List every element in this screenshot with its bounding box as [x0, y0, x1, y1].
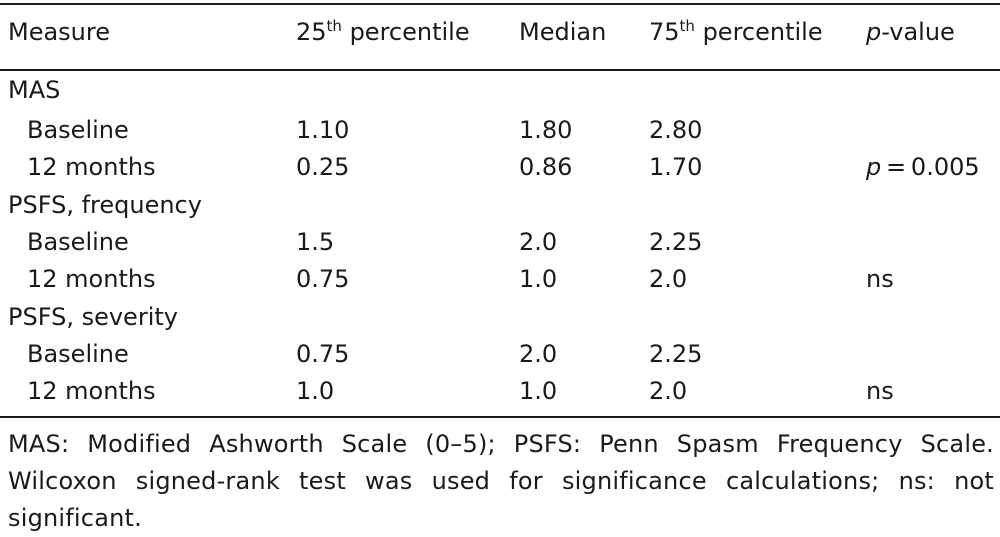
cell-p25: 1.0	[296, 377, 335, 405]
cell-p-rest: ns	[866, 377, 894, 405]
group-row-psfs-frequency: PSFS, frequency	[0, 187, 1000, 224]
header-75th-percentile: 75th percentile	[649, 14, 823, 51]
cell-p75: 2.25	[649, 228, 703, 256]
cell-p-value: p = 0.005	[866, 149, 980, 186]
cell-p-value: ns	[866, 261, 894, 298]
cell-median: 1.0	[519, 377, 558, 405]
cell-p75: 2.0	[649, 265, 688, 293]
header-p-value: p-value	[866, 14, 955, 51]
table-row: 12 months 0.75 1.0 2.0 ns	[0, 261, 1000, 298]
cell-p25: 0.75	[296, 340, 350, 368]
cell-p25: 0.25	[296, 153, 350, 181]
group-row-psfs-severity: PSFS, severity	[0, 299, 1000, 336]
table-row: Baseline 1.5 2.0 2.25	[0, 224, 1000, 261]
table-header-row: Measure 25th percentile Median 75th perc…	[0, 14, 1000, 51]
table-row: 12 months 0.25 0.86 1.70 p = 0.005	[0, 149, 1000, 186]
cell-p-rest: ns	[866, 265, 894, 293]
cell-p75: 2.0	[649, 377, 688, 405]
cell-median: 1.80	[519, 116, 573, 144]
cell-p-value: ns	[866, 373, 894, 410]
table-row: Baseline 1.10 1.80 2.80	[0, 112, 1000, 149]
header-median: Median	[519, 18, 607, 46]
header-25th-suffix: th	[326, 17, 342, 35]
header-measure: Measure	[8, 18, 110, 46]
cell-p25: 1.5	[296, 228, 335, 256]
group-row-mas: MAS	[0, 72, 1000, 109]
row-label: Baseline	[27, 228, 129, 256]
table-bottom-rule	[0, 416, 1000, 418]
row-label: Baseline	[27, 116, 129, 144]
cell-p-italic: p	[866, 153, 882, 181]
header-25th-number: 25	[296, 18, 327, 46]
table-top-rule	[0, 3, 1000, 5]
group-label: PSFS, severity	[8, 303, 178, 331]
cell-p75: 2.80	[649, 116, 703, 144]
cell-median: 0.86	[519, 153, 573, 181]
header-25th-word: percentile	[341, 18, 470, 46]
row-label: Baseline	[27, 340, 129, 368]
header-25th-percentile: 25th percentile	[296, 14, 470, 51]
header-75th-word: percentile	[694, 18, 823, 46]
cell-p-rest: = 0.005	[881, 153, 980, 181]
table-header-rule	[0, 69, 1000, 71]
row-label: 12 months	[27, 265, 156, 293]
table-row: 12 months 1.0 1.0 2.0 ns	[0, 373, 1000, 410]
group-label: PSFS, frequency	[8, 191, 202, 219]
cell-p75: 1.70	[649, 153, 703, 181]
group-label: MAS	[8, 76, 61, 104]
cell-p25: 0.75	[296, 265, 350, 293]
cell-median: 1.0	[519, 265, 558, 293]
header-p-italic: p	[866, 18, 882, 46]
table-row: Baseline 0.75 2.0 2.25	[0, 336, 1000, 373]
cell-p25: 1.10	[296, 116, 350, 144]
header-75th-suffix: th	[679, 17, 695, 35]
table-footnote: MAS: Modified Ashworth Scale (0–5); PSFS…	[8, 430, 994, 532]
cell-p75: 2.25	[649, 340, 703, 368]
cell-median: 2.0	[519, 228, 558, 256]
cell-median: 2.0	[519, 340, 558, 368]
row-label: 12 months	[27, 377, 156, 405]
header-75th-number: 75	[649, 18, 680, 46]
header-p-suffix: -value	[881, 18, 955, 46]
row-label: 12 months	[27, 153, 156, 181]
